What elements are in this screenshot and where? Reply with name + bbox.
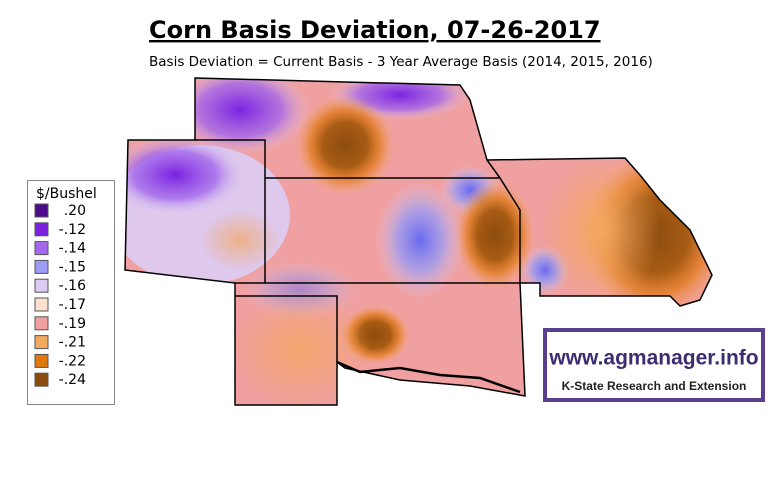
legend-swatch xyxy=(34,316,49,331)
state-borders xyxy=(124,77,713,406)
legend-swatch xyxy=(34,278,49,293)
legend-label: -.14 xyxy=(59,241,86,257)
legend-title: $/Bushel xyxy=(36,186,97,202)
legend-swatch xyxy=(34,372,49,387)
legend-label: -.22 xyxy=(59,353,86,369)
legend-label: -.15 xyxy=(59,259,86,275)
legend-swatch xyxy=(34,203,49,218)
logo-url: www.agmanager.info xyxy=(548,347,758,370)
logo: www.agmanager.info K-State Research and … xyxy=(543,328,765,402)
subtitle: Basis Deviation = Current Basis - 3 Year… xyxy=(149,54,653,70)
legend-swatch xyxy=(34,353,49,368)
legend-swatch xyxy=(34,241,49,256)
legend-swatch xyxy=(34,222,49,237)
legend-swatch xyxy=(34,297,49,312)
legend-swatch xyxy=(34,259,49,274)
legend-label: -.17 xyxy=(59,297,86,313)
title: Corn Basis Deviation, 07-26-2017 xyxy=(149,16,601,44)
legend-swatch xyxy=(34,335,49,350)
legend-label: -.16 xyxy=(59,278,86,294)
legend-label: -.12 xyxy=(59,222,86,238)
legend-label: .20 xyxy=(64,203,86,219)
legend-label: -.21 xyxy=(59,335,86,351)
legend: $/Bushel .20 -.12 -.14 -.15 -.16 -.17 -.19 -.21… xyxy=(27,180,115,405)
legend-label: -.24 xyxy=(59,372,86,388)
logo-box xyxy=(543,328,765,402)
legend-label: -.19 xyxy=(59,316,86,332)
logo-org: K-State Research and Extension xyxy=(562,379,747,393)
